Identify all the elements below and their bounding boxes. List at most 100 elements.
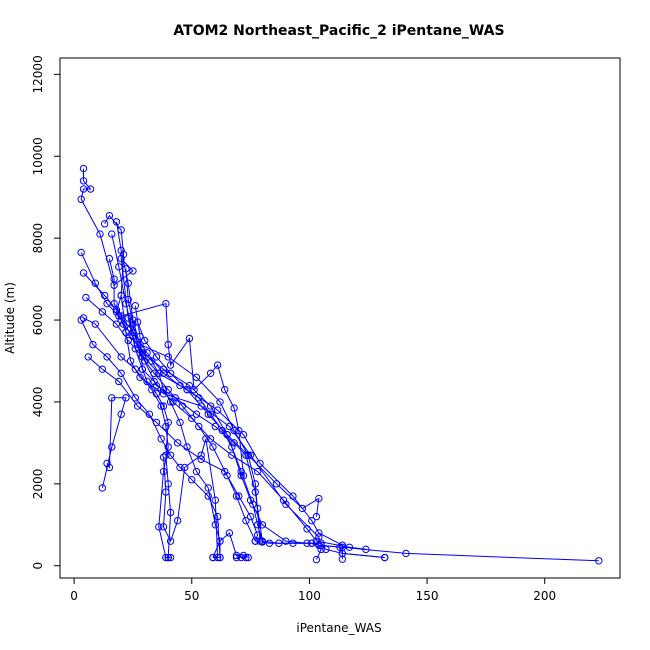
data-point [79, 164, 88, 173]
data-point [136, 349, 144, 357]
data-point [159, 523, 168, 531]
data-point [164, 340, 172, 349]
chart-title: ATOM2 Northeast_Pacific_2 iPentane_WAS [173, 23, 504, 39]
y-tick-label: 10000 [31, 137, 45, 175]
data-point [117, 410, 125, 418]
data-point [119, 250, 128, 259]
data-point [204, 484, 212, 492]
data-point [216, 398, 224, 406]
data-point [159, 453, 168, 461]
data-point [150, 377, 158, 386]
data-point [159, 385, 168, 394]
data-point [159, 467, 168, 476]
data-point [162, 553, 170, 562]
data-point [129, 320, 137, 328]
data-point [89, 340, 97, 349]
data-point [79, 177, 88, 185]
series-line [111, 233, 263, 543]
data-point [164, 553, 172, 562]
data-point [183, 385, 191, 394]
data-point [317, 545, 325, 554]
data-point [79, 185, 88, 193]
data-point [131, 394, 139, 402]
data-point [206, 402, 215, 410]
data-point [103, 299, 111, 308]
data-point [181, 463, 189, 472]
data-point [249, 500, 257, 508]
data-point [223, 430, 231, 439]
data-point [108, 394, 116, 402]
data-point [312, 537, 321, 545]
data-point [98, 365, 107, 373]
data-point [256, 537, 264, 545]
series-5 [79, 314, 172, 562]
data-point [117, 353, 125, 361]
data-point [176, 418, 184, 427]
data-point [155, 369, 163, 377]
series-line [101, 397, 127, 489]
data-point [216, 553, 224, 562]
data-point [230, 439, 238, 447]
data-point [251, 480, 259, 488]
data-point [77, 248, 85, 257]
data-point [162, 422, 170, 431]
data-point [122, 265, 130, 273]
y-axis: 0 2000 4000 6000 8000 10000 12000 [31, 55, 61, 570]
data-point [79, 314, 88, 322]
data-point [159, 390, 168, 398]
data-point [138, 353, 147, 361]
data-point [209, 443, 217, 451]
series-16 [98, 394, 130, 492]
data-point [133, 402, 142, 410]
data-point [171, 394, 179, 402]
data-point [141, 336, 149, 345]
data-point [185, 381, 194, 390]
data-point [117, 312, 125, 320]
data-point [315, 529, 323, 537]
data-point [115, 263, 123, 271]
data-point [225, 529, 234, 537]
data-point [159, 402, 168, 410]
x-tick-label: 100 [298, 589, 321, 603]
data-point [188, 414, 196, 423]
data-point [155, 523, 163, 531]
data-point [213, 553, 222, 562]
data-point [117, 246, 125, 255]
data-point [303, 525, 311, 533]
data-point [228, 451, 236, 459]
series-line [104, 214, 322, 560]
data-point [235, 492, 243, 500]
data-point [298, 504, 307, 513]
data-point [282, 537, 290, 545]
data-point [221, 385, 229, 394]
series-line [83, 317, 169, 558]
data-point [338, 555, 347, 563]
data-point [108, 443, 116, 451]
data-point [166, 369, 175, 377]
data-point [204, 410, 212, 418]
data-point [173, 516, 182, 525]
y-tick-label: 12000 [31, 55, 45, 93]
data-point [148, 357, 156, 365]
y-axis-label: Altitude (m) [3, 282, 17, 354]
y-tick-label: 2000 [31, 469, 45, 500]
data-point [112, 320, 121, 328]
data-point [225, 422, 234, 431]
data-point [230, 426, 238, 435]
series-12 [122, 265, 347, 563]
data-point [143, 377, 151, 386]
data-point [148, 385, 156, 394]
x-tick-label: 50 [184, 589, 199, 603]
data-point [204, 492, 212, 500]
data-point [166, 451, 175, 459]
data-point [162, 299, 170, 308]
data-point [312, 555, 321, 564]
data-point [402, 549, 410, 558]
data-point [166, 537, 175, 545]
data-point [103, 459, 111, 468]
data-point [279, 496, 288, 504]
series-7 [84, 353, 262, 545]
data-point [110, 275, 118, 283]
